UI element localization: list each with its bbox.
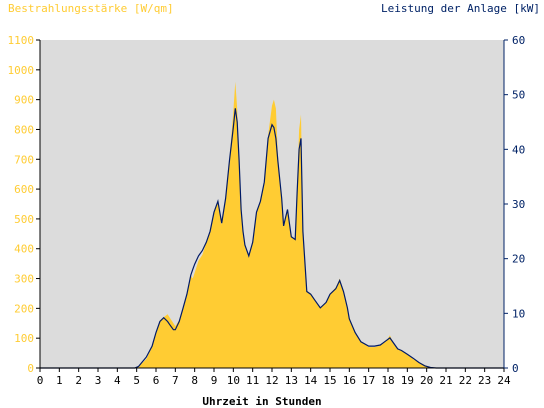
y-left-tick-label: 1100 bbox=[8, 34, 35, 47]
x-tick-label: 11 bbox=[246, 374, 259, 387]
x-tick-label: 21 bbox=[439, 374, 452, 387]
x-tick-label: 13 bbox=[285, 374, 298, 387]
x-tick-label: 17 bbox=[362, 374, 375, 387]
x-tick-label: 14 bbox=[304, 374, 318, 387]
x-tick-label: 1 bbox=[56, 374, 63, 387]
y-left-tick-label: 1000 bbox=[8, 64, 35, 77]
x-tick-label: 3 bbox=[95, 374, 102, 387]
x-tick-label: 24 bbox=[497, 374, 511, 387]
y-left-tick-label: 100 bbox=[14, 332, 34, 345]
x-tick-label: 0 bbox=[37, 374, 44, 387]
y-left-tick-label: 800 bbox=[14, 123, 34, 136]
y-right-tick-label: 60 bbox=[512, 34, 525, 47]
x-tick-label: 20 bbox=[420, 374, 433, 387]
x-tick-label: 6 bbox=[153, 374, 160, 387]
x-tick-label: 5 bbox=[133, 374, 140, 387]
y-right-tick-label: 30 bbox=[512, 198, 525, 211]
title-left: Bestrahlungsstärke [W/qm] bbox=[8, 2, 174, 15]
y-right-tick-label: 20 bbox=[512, 253, 525, 266]
y-left-tick-label: 500 bbox=[14, 213, 34, 226]
y-left-tick-label: 300 bbox=[14, 273, 34, 286]
y-left-tick-label: 600 bbox=[14, 183, 34, 196]
y-left-tick-label: 700 bbox=[14, 153, 34, 166]
y-left-tick-label: 900 bbox=[14, 94, 34, 107]
y-right-tick-label: 0 bbox=[512, 362, 519, 375]
title-right: Leistung der Anlage [kW] bbox=[381, 2, 540, 15]
y-left-tick-label: 200 bbox=[14, 302, 34, 315]
x-tick-label: 9 bbox=[211, 374, 218, 387]
power-line bbox=[40, 108, 504, 369]
y-right-tick-label: 40 bbox=[512, 143, 525, 156]
x-tick-label: 2 bbox=[75, 374, 82, 387]
x-tick-label: 4 bbox=[114, 374, 121, 387]
x-tick-label: 15 bbox=[323, 374, 336, 387]
y-right-tick-label: 50 bbox=[512, 89, 525, 102]
x-tick-label: 10 bbox=[227, 374, 240, 387]
x-tick-label: 23 bbox=[478, 374, 491, 387]
x-tick-label: 16 bbox=[343, 374, 356, 387]
x-tick-label: 8 bbox=[191, 374, 198, 387]
x-tick-label: 22 bbox=[459, 374, 472, 387]
y-left-tick-label: 0 bbox=[27, 362, 34, 375]
x-tick-label: 7 bbox=[172, 374, 179, 387]
x-tick-label: 19 bbox=[401, 374, 414, 387]
irradiance-area bbox=[40, 81, 504, 368]
x-tick-label: 12 bbox=[265, 374, 278, 387]
y-right-tick-label: 10 bbox=[512, 307, 525, 320]
x-axis-label: Uhrzeit in Stunden bbox=[202, 395, 321, 408]
y-left-tick-label: 400 bbox=[14, 243, 34, 256]
x-tick-label: 18 bbox=[381, 374, 394, 387]
